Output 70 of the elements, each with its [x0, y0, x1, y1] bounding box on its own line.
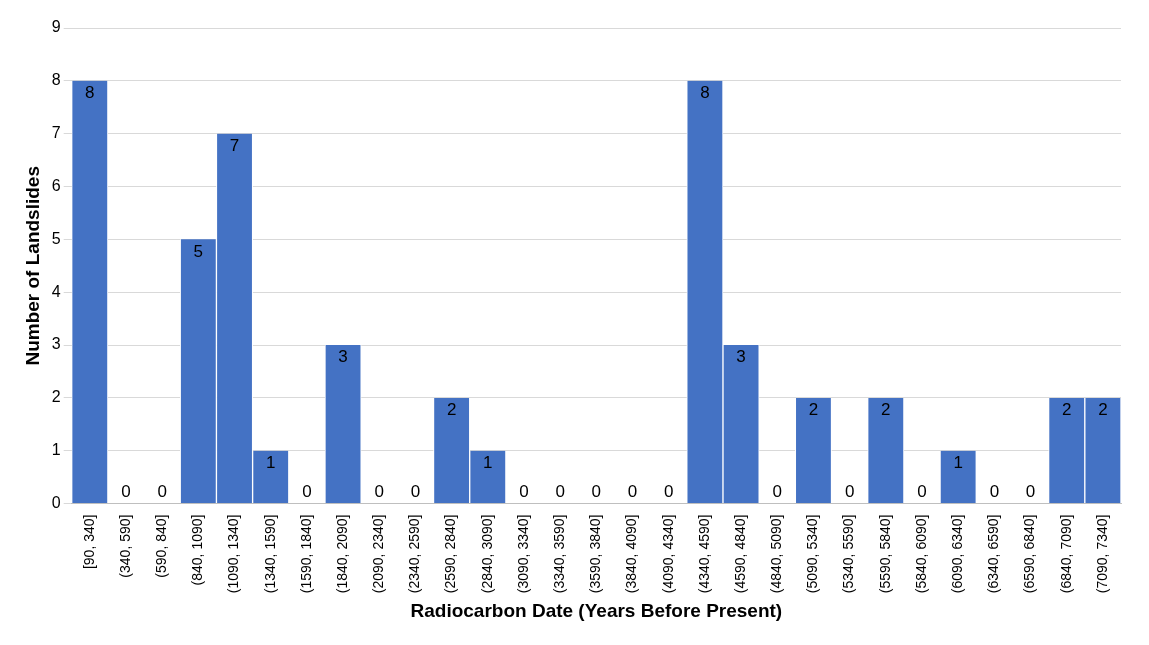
x-tick-label: (2590, 2840]: [442, 514, 459, 594]
x-tick-label: (7090, 7340]: [1093, 514, 1110, 594]
x-tick-label: (5840, 6090]: [912, 514, 929, 594]
y-tick-label: 5: [51, 229, 61, 247]
y-tick-label: 2: [51, 388, 61, 406]
x-tick-label: (4340, 4590]: [695, 514, 712, 594]
data-label: 0: [591, 481, 602, 501]
data-label: 0: [302, 481, 312, 501]
data-label: 1: [483, 452, 493, 472]
data-label: 2: [808, 400, 819, 420]
x-tick-label: [90, 340]: [80, 514, 97, 570]
y-tick-label: 1: [51, 441, 61, 459]
x-tick-label: (6340, 6590]: [985, 514, 1002, 594]
x-tick-label: (1590, 1840]: [297, 514, 314, 594]
data-label: 0: [844, 481, 855, 501]
x-tick-label: (840, 1090]: [189, 514, 206, 586]
data-label: 8: [85, 83, 95, 103]
y-axis-title: Number of Landslides: [21, 166, 43, 366]
x-tick-label: (3590, 3840]: [587, 514, 604, 594]
x-axis-title: Radiocarbon Date (Years Before Present): [410, 599, 783, 621]
data-label: 0: [1025, 481, 1036, 501]
data-label: 0: [917, 481, 927, 501]
data-label: 0: [989, 481, 1000, 501]
y-tick-label: 7: [51, 124, 61, 142]
x-tick-label: (1090, 1340]: [225, 514, 242, 594]
data-label: 2: [881, 400, 891, 420]
data-label: 2: [1061, 400, 1072, 420]
x-tick-label: (3090, 3340]: [514, 514, 531, 594]
data-label: 0: [157, 481, 167, 501]
x-tick-label: (4590, 4840]: [731, 514, 748, 594]
data-label: 2: [446, 400, 457, 420]
data-label: 5: [193, 241, 204, 261]
data-label: 3: [338, 347, 348, 367]
x-tick-label: (340, 590]: [116, 514, 133, 578]
x-tick-label: (1340, 1590]: [261, 514, 278, 594]
x-tick-label: (590, 840]: [153, 514, 170, 578]
y-tick-label: 6: [51, 176, 61, 194]
y-tick-label: 3: [51, 335, 61, 353]
x-tick-label: (3340, 3590]: [551, 514, 568, 594]
x-tick-label: (2090, 2340]: [370, 514, 387, 594]
data-label: 8: [700, 83, 710, 103]
x-tick-label: (4840, 5090]: [768, 514, 785, 594]
x-tick-label: (6090, 6340]: [949, 514, 966, 594]
data-label: 0: [555, 481, 565, 501]
data-label: 0: [374, 481, 384, 501]
y-tick-label: 4: [51, 282, 61, 300]
x-tick-label: (1840, 2090]: [333, 514, 350, 594]
data-label: 0: [627, 481, 638, 501]
y-tick-label: 0: [51, 493, 61, 511]
x-tick-label: (4090, 4340]: [659, 514, 676, 594]
data-label: 1: [953, 452, 963, 472]
data-label: 0: [772, 481, 782, 501]
x-tick-label: (5340, 5590]: [840, 514, 857, 594]
data-label: 0: [410, 481, 421, 501]
data-label: 7: [229, 135, 240, 155]
x-tick-label: (5090, 5340]: [804, 514, 821, 594]
x-tick-label: (2840, 3090]: [478, 514, 495, 594]
x-tick-label: (6590, 6840]: [1021, 514, 1038, 594]
data-label: 1: [265, 452, 276, 472]
data-label: 3: [736, 347, 746, 367]
x-tick-label: (6840, 7090]: [1057, 514, 1074, 594]
data-label: 0: [121, 481, 131, 501]
data-label: 0: [519, 481, 529, 501]
x-tick-label: (3840, 4090]: [623, 514, 640, 594]
x-tick-label: (2340, 2590]: [406, 514, 423, 594]
y-tick-label: 9: [51, 18, 61, 36]
y-tick-label: 8: [51, 71, 61, 89]
data-label: 0: [663, 481, 674, 501]
data-label: 2: [1098, 400, 1108, 420]
x-tick-label: (5590, 5840]: [876, 514, 893, 594]
